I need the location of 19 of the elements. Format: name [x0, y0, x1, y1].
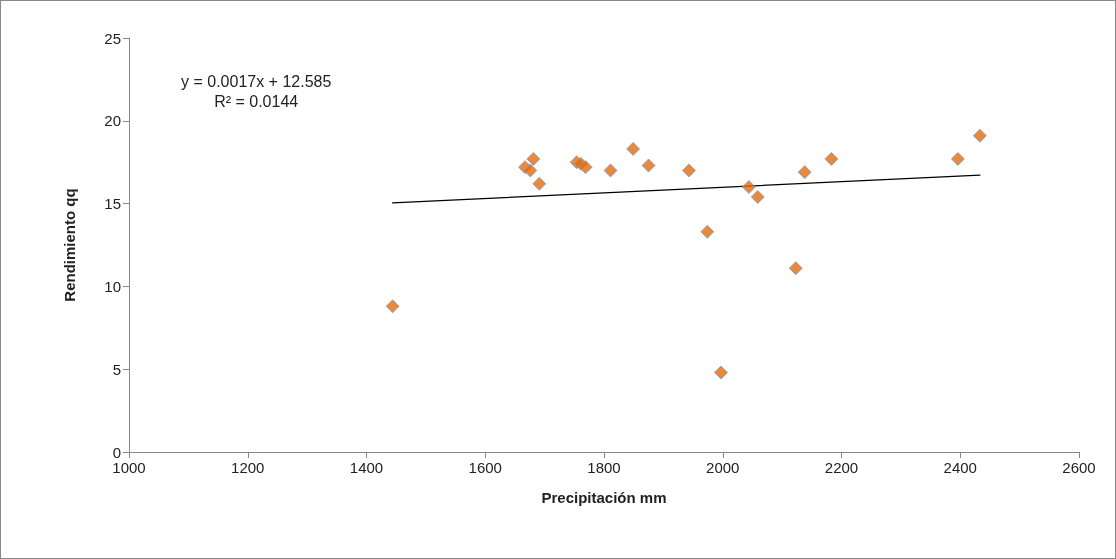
x-tick-label: 2200	[824, 459, 859, 476]
x-tick-label: 1800	[587, 459, 621, 476]
annotation: y = 0.0017x + 12.585	[181, 72, 332, 90]
y-tick-label: 20	[104, 112, 121, 130]
y-tick-label: 5	[112, 360, 121, 378]
x-tick-label: 1000	[112, 459, 146, 476]
y-tick-label: 10	[104, 277, 121, 295]
y-tick-label: 15	[104, 195, 121, 213]
y-tick-label: 25	[104, 29, 121, 47]
y-axis-title: Rendimiento qq	[61, 188, 78, 302]
y-tick-label: 0	[112, 443, 121, 461]
x-tick-label: 2600	[1062, 459, 1096, 476]
x-tick-label: 2400	[943, 459, 977, 476]
x-tick-label: 1600	[468, 459, 502, 476]
annotation: R² = 0.0144	[214, 92, 299, 110]
x-tick-label: 1200	[231, 459, 265, 476]
x-axis-title: Precipitación mm	[541, 489, 667, 506]
x-tick-label: 1400	[349, 459, 384, 476]
x-tick-label: 2000	[706, 459, 740, 476]
